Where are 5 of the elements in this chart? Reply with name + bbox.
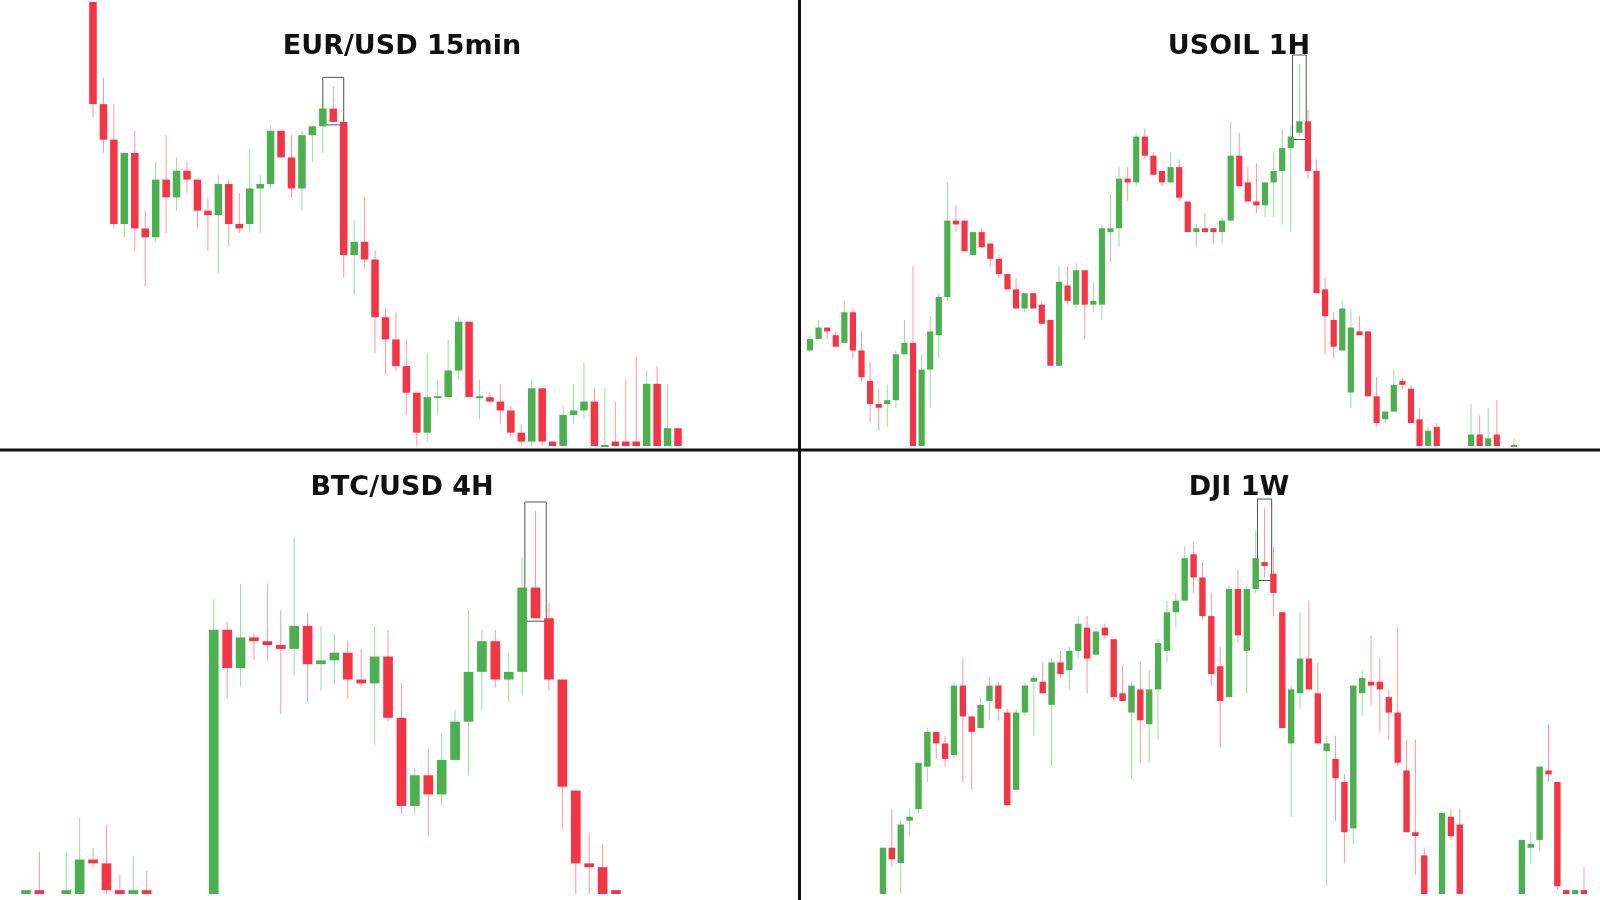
chart-title: DJI 1W — [1188, 470, 1290, 501]
candlestick — [1510, 437, 1518, 447]
text: EUR/USD 15min — [282, 29, 522, 60]
chart-title: USOIL 1H — [1167, 29, 1311, 60]
chart-title: BTC/USD 4H — [310, 470, 494, 501]
